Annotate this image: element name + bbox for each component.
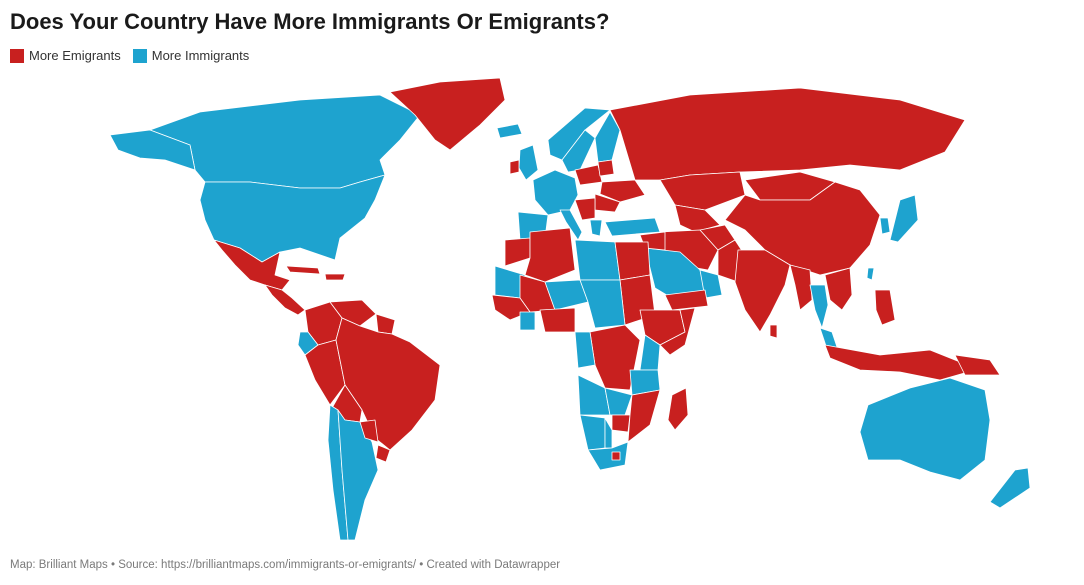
legend-swatch-immigrants xyxy=(132,48,147,63)
region-alaska xyxy=(109,129,196,171)
legend-swatch-emigrants xyxy=(10,48,24,63)
region-paraguay xyxy=(359,419,379,443)
footer-source-link[interactable]: https://brilliantmaps.com/immigrants-or-… xyxy=(161,559,417,571)
region-sri-lanka xyxy=(769,324,778,339)
legend: More Emigrants More Immigrants xyxy=(10,48,261,63)
region-central-america xyxy=(264,284,306,316)
footer-map-by: Map: Brilliant Maps xyxy=(10,559,108,571)
region-south-africa xyxy=(587,441,629,471)
region-argentina xyxy=(337,409,379,541)
region-greenland xyxy=(389,77,506,151)
footer-source-prefix: Source: xyxy=(118,559,162,571)
region-japan xyxy=(889,194,919,243)
region-mexico xyxy=(213,239,291,291)
region-indonesia xyxy=(824,344,976,381)
region-libya xyxy=(574,239,621,281)
legend-item-emigrants: More Emigrants xyxy=(10,48,121,63)
region-kazakhstan xyxy=(659,171,746,211)
region-china xyxy=(724,181,881,276)
region-italy xyxy=(559,209,583,241)
region-canada xyxy=(149,94,421,189)
region-mozambique xyxy=(627,389,661,443)
region-thailand xyxy=(809,284,829,329)
region-lesotho xyxy=(611,451,621,461)
world-map xyxy=(109,77,1031,541)
region-iceland xyxy=(496,123,523,139)
region-ukraine xyxy=(599,179,646,203)
region-taiwan xyxy=(866,267,875,281)
region-algeria xyxy=(524,227,576,283)
region-chad xyxy=(579,279,626,329)
footer-credits: Map: Brilliant Maps • Source: https://br… xyxy=(10,559,561,571)
region-baltics xyxy=(597,159,615,177)
region-balkans xyxy=(574,197,596,221)
region-guianas xyxy=(375,313,396,335)
region-congo xyxy=(574,331,596,369)
region-cuba xyxy=(285,265,321,275)
region-indochina xyxy=(824,267,853,311)
region-egypt xyxy=(614,241,651,281)
region-greece xyxy=(589,219,603,237)
region-morocco xyxy=(504,237,531,267)
region-hispaniola xyxy=(324,273,346,281)
region-venezuela xyxy=(329,299,377,327)
region-south-korea xyxy=(879,217,891,235)
region-somalia xyxy=(659,307,696,356)
legend-label-immigrants: More Immigrants xyxy=(151,48,250,63)
region-australia xyxy=(859,377,991,481)
legend-item-immigrants: More Immigrants xyxy=(132,48,250,63)
region-finland xyxy=(594,111,621,163)
page-title: Does Your Country Have More Immigrants O… xyxy=(10,9,610,34)
region-namibia xyxy=(579,414,606,451)
region-uruguay xyxy=(375,444,391,463)
region-myanmar xyxy=(789,264,813,311)
region-united-kingdom xyxy=(518,144,539,181)
region-western-europe xyxy=(532,169,579,216)
region-india xyxy=(734,249,791,333)
footer-credit: Created with Datawrapper xyxy=(426,559,561,571)
region-sweden xyxy=(561,129,596,173)
region-philippines xyxy=(874,289,896,326)
legend-label-emigrants: More Emigrants xyxy=(29,48,121,63)
region-botswana xyxy=(604,417,613,449)
region-nigeria xyxy=(539,307,576,333)
region-madagascar xyxy=(667,387,689,431)
region-zambia xyxy=(604,387,633,416)
region-ireland xyxy=(509,159,520,175)
region-zimbabwe xyxy=(611,414,631,433)
region-ivory-coast xyxy=(519,311,536,331)
region-russia xyxy=(609,87,966,181)
region-yemen xyxy=(664,289,709,311)
region-papua-new-guinea xyxy=(954,354,1001,376)
region-new-zealand xyxy=(989,467,1031,509)
